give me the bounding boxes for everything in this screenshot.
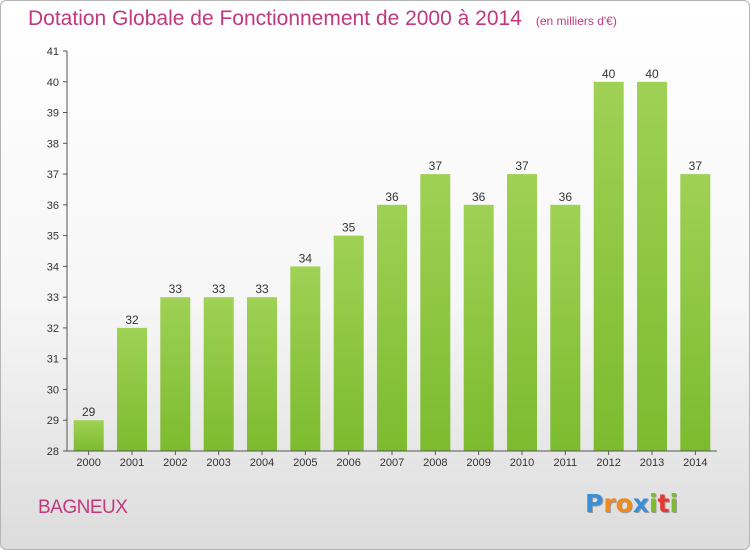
x-tick-label-2012: 2012	[596, 457, 620, 469]
bar-2004	[247, 297, 277, 451]
value-label-2009: 36	[472, 190, 486, 204]
x-tick-label-2009: 2009	[466, 457, 490, 469]
logo-letter-2: o	[615, 489, 633, 518]
x-tick-label-2005: 2005	[293, 457, 317, 469]
y-tick-label-36: 36	[47, 200, 59, 212]
bar-2014	[680, 174, 711, 451]
y-tick-label-35: 35	[47, 231, 59, 243]
bar-2005	[290, 266, 321, 451]
logo-letter-0: P	[585, 489, 604, 518]
y-tick-label-29: 29	[47, 415, 59, 427]
value-label-2004: 33	[255, 282, 269, 296]
value-label-2007: 36	[385, 190, 399, 204]
commune-name: BAGNEUX	[38, 497, 128, 518]
value-label-2006: 35	[342, 221, 356, 235]
value-label-2001: 32	[125, 313, 139, 327]
x-tick-label-2011: 2011	[554, 457, 578, 469]
bar-2001	[117, 327, 147, 451]
bar-2011	[550, 204, 581, 451]
value-label-2000: 29	[82, 405, 96, 419]
y-tick-label-34: 34	[47, 261, 59, 273]
logo-letter-4: i	[649, 489, 658, 518]
x-tick-label-2006: 2006	[336, 457, 360, 469]
y-tick-label-32: 32	[47, 323, 59, 335]
value-label-2002: 33	[169, 282, 183, 296]
bar-2012	[593, 81, 624, 452]
x-tick-label-2000: 2000	[76, 457, 100, 469]
chart-title-text: Dotation Globale de Fonctionnement de 20…	[28, 7, 522, 30]
bar-2003	[203, 297, 234, 451]
x-tick-label-2001: 2001	[120, 457, 144, 469]
logo-letter-1: r	[603, 489, 616, 518]
bar-2000	[73, 420, 104, 451]
value-label-2012: 40	[602, 67, 616, 81]
y-tick-label-37: 37	[47, 169, 59, 181]
bars-group: 29 32 33 33 33 34 35 36 37 36 37 36 40 40 37	[73, 67, 711, 452]
bar-2009	[463, 204, 494, 451]
proxiti-logo: Proxiti	[585, 489, 678, 518]
x-tick-label-2007: 2007	[380, 457, 404, 469]
y-tick-label-39: 39	[47, 108, 59, 120]
bar-2010	[507, 174, 537, 451]
y-tick-label-28: 28	[47, 446, 59, 458]
chart-title: Dotation Globale de Fonctionnement de 20…	[28, 7, 617, 31]
logo-letter-5: t	[657, 489, 670, 518]
bar-2008	[420, 174, 451, 451]
x-tick-label-2003: 2003	[206, 457, 230, 469]
bar-2002	[160, 297, 191, 451]
y-tick-label-30: 30	[47, 384, 59, 396]
x-tick-label-2002: 2002	[163, 457, 187, 469]
y-tick-label-33: 33	[47, 292, 59, 304]
x-tick-label-2010: 2010	[510, 457, 534, 469]
value-label-2010: 37	[515, 159, 529, 173]
value-label-2003: 33	[212, 282, 226, 296]
y-tick-label-38: 38	[47, 138, 59, 150]
x-tick-label-2008: 2008	[423, 457, 447, 469]
chart-subtitle: (en milliers d'€)	[535, 14, 617, 28]
axes-group: 2000 2001 2002 2003 2004 2005 2006 2007 2008 2009…	[47, 46, 717, 469]
y-tick-label-31: 31	[47, 354, 59, 366]
bar-2007	[377, 204, 407, 451]
value-label-2013: 40	[645, 67, 659, 81]
value-label-2014: 37	[689, 159, 703, 173]
logo-letter-3: x	[632, 489, 649, 518]
x-tick-label-2014: 2014	[683, 457, 707, 469]
logo-letter-6: i	[669, 489, 679, 518]
x-tick-label-2004: 2004	[250, 457, 274, 469]
y-tick-label-41: 41	[47, 46, 59, 58]
value-label-2005: 34	[299, 251, 313, 265]
bar-2013	[637, 81, 667, 452]
bar-2006	[333, 235, 364, 451]
x-tick-label-2013: 2013	[640, 457, 664, 469]
value-label-2011: 36	[559, 190, 573, 204]
value-label-2008: 37	[429, 159, 443, 173]
y-tick-label-40: 40	[47, 77, 59, 89]
